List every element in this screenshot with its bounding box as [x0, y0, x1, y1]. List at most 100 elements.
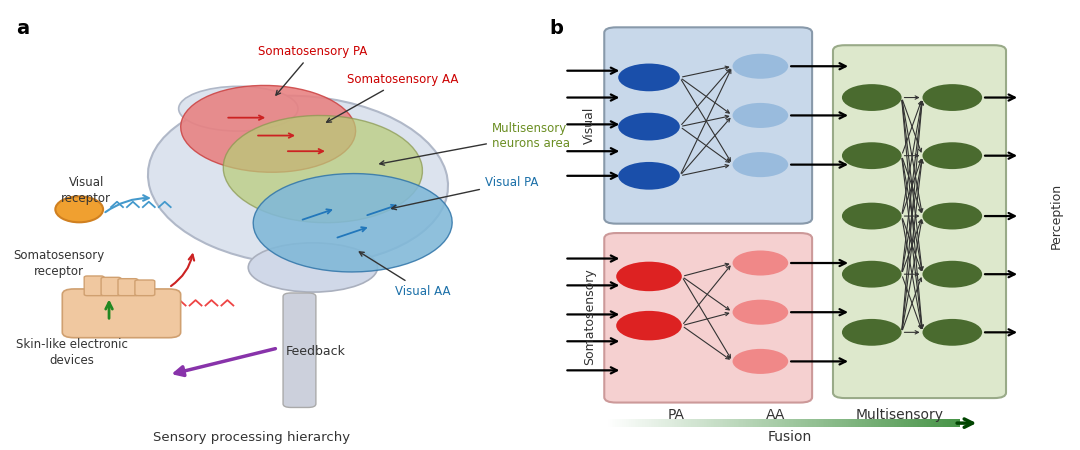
Bar: [958, 419, 960, 427]
Bar: [819, 419, 822, 427]
Circle shape: [732, 251, 788, 275]
Bar: [832, 419, 835, 427]
Bar: [943, 419, 946, 427]
Bar: [719, 419, 723, 427]
Bar: [933, 419, 935, 427]
Bar: [834, 419, 836, 427]
Bar: [774, 419, 778, 427]
Bar: [675, 419, 678, 427]
Bar: [663, 419, 665, 427]
Bar: [642, 419, 645, 427]
Bar: [914, 419, 916, 427]
Bar: [906, 419, 909, 427]
Bar: [868, 419, 872, 427]
Bar: [865, 419, 868, 427]
Bar: [826, 419, 829, 427]
Bar: [810, 419, 813, 427]
Bar: [918, 419, 921, 427]
Bar: [732, 419, 735, 427]
Bar: [619, 419, 621, 427]
Circle shape: [922, 202, 982, 230]
Bar: [848, 419, 850, 427]
Bar: [699, 419, 701, 427]
Bar: [694, 419, 698, 427]
Bar: [638, 419, 640, 427]
Bar: [812, 419, 814, 427]
Bar: [818, 419, 820, 427]
Text: AA: AA: [766, 408, 785, 422]
Bar: [903, 419, 905, 427]
Bar: [889, 419, 891, 427]
Text: Visual
receptor: Visual receptor: [62, 176, 111, 205]
Bar: [939, 419, 941, 427]
Bar: [730, 419, 733, 427]
Bar: [748, 419, 751, 427]
Bar: [746, 419, 750, 427]
Bar: [765, 419, 767, 427]
Bar: [660, 419, 662, 427]
Ellipse shape: [224, 116, 422, 223]
Bar: [711, 419, 714, 427]
Bar: [718, 419, 720, 427]
Bar: [881, 419, 885, 427]
Bar: [814, 419, 816, 427]
Bar: [649, 419, 651, 427]
Bar: [922, 419, 924, 427]
Bar: [839, 419, 841, 427]
Bar: [948, 419, 951, 427]
Bar: [870, 419, 874, 427]
Bar: [665, 419, 667, 427]
Bar: [849, 419, 852, 427]
FancyBboxPatch shape: [102, 277, 121, 296]
Bar: [867, 419, 869, 427]
FancyBboxPatch shape: [118, 279, 138, 296]
Circle shape: [922, 84, 982, 111]
Bar: [630, 419, 632, 427]
Bar: [757, 419, 760, 427]
Bar: [707, 419, 711, 427]
Bar: [610, 419, 612, 427]
Bar: [879, 419, 882, 427]
Bar: [824, 419, 827, 427]
Bar: [670, 419, 673, 427]
Bar: [842, 419, 845, 427]
Bar: [883, 419, 886, 427]
Bar: [693, 419, 696, 427]
Bar: [784, 419, 786, 427]
Bar: [644, 419, 646, 427]
Bar: [840, 419, 843, 427]
Text: Feedback: Feedback: [286, 345, 346, 358]
Ellipse shape: [180, 86, 355, 172]
Bar: [645, 419, 648, 427]
Text: a: a: [16, 19, 29, 38]
Ellipse shape: [148, 95, 448, 265]
Bar: [702, 419, 705, 427]
Bar: [710, 419, 712, 427]
Bar: [656, 419, 659, 427]
Bar: [890, 419, 893, 427]
Bar: [771, 419, 774, 427]
Bar: [755, 419, 758, 427]
Bar: [636, 419, 639, 427]
Text: Sensory processing hierarchy: Sensory processing hierarchy: [152, 431, 350, 444]
Bar: [725, 419, 728, 427]
Bar: [721, 419, 725, 427]
Bar: [608, 419, 611, 427]
Bar: [704, 419, 706, 427]
Bar: [762, 419, 765, 427]
Circle shape: [617, 311, 681, 340]
Bar: [625, 419, 629, 427]
Bar: [616, 419, 618, 427]
FancyBboxPatch shape: [63, 289, 180, 338]
Bar: [647, 419, 650, 427]
Circle shape: [842, 202, 902, 230]
Bar: [716, 419, 719, 427]
Bar: [754, 419, 756, 427]
Text: Multisensory: Multisensory: [855, 408, 944, 422]
FancyBboxPatch shape: [283, 293, 315, 407]
Bar: [837, 419, 839, 427]
Text: Somatosensory: Somatosensory: [583, 268, 596, 365]
Bar: [873, 419, 875, 427]
Bar: [752, 419, 755, 427]
Text: PA: PA: [667, 408, 685, 422]
